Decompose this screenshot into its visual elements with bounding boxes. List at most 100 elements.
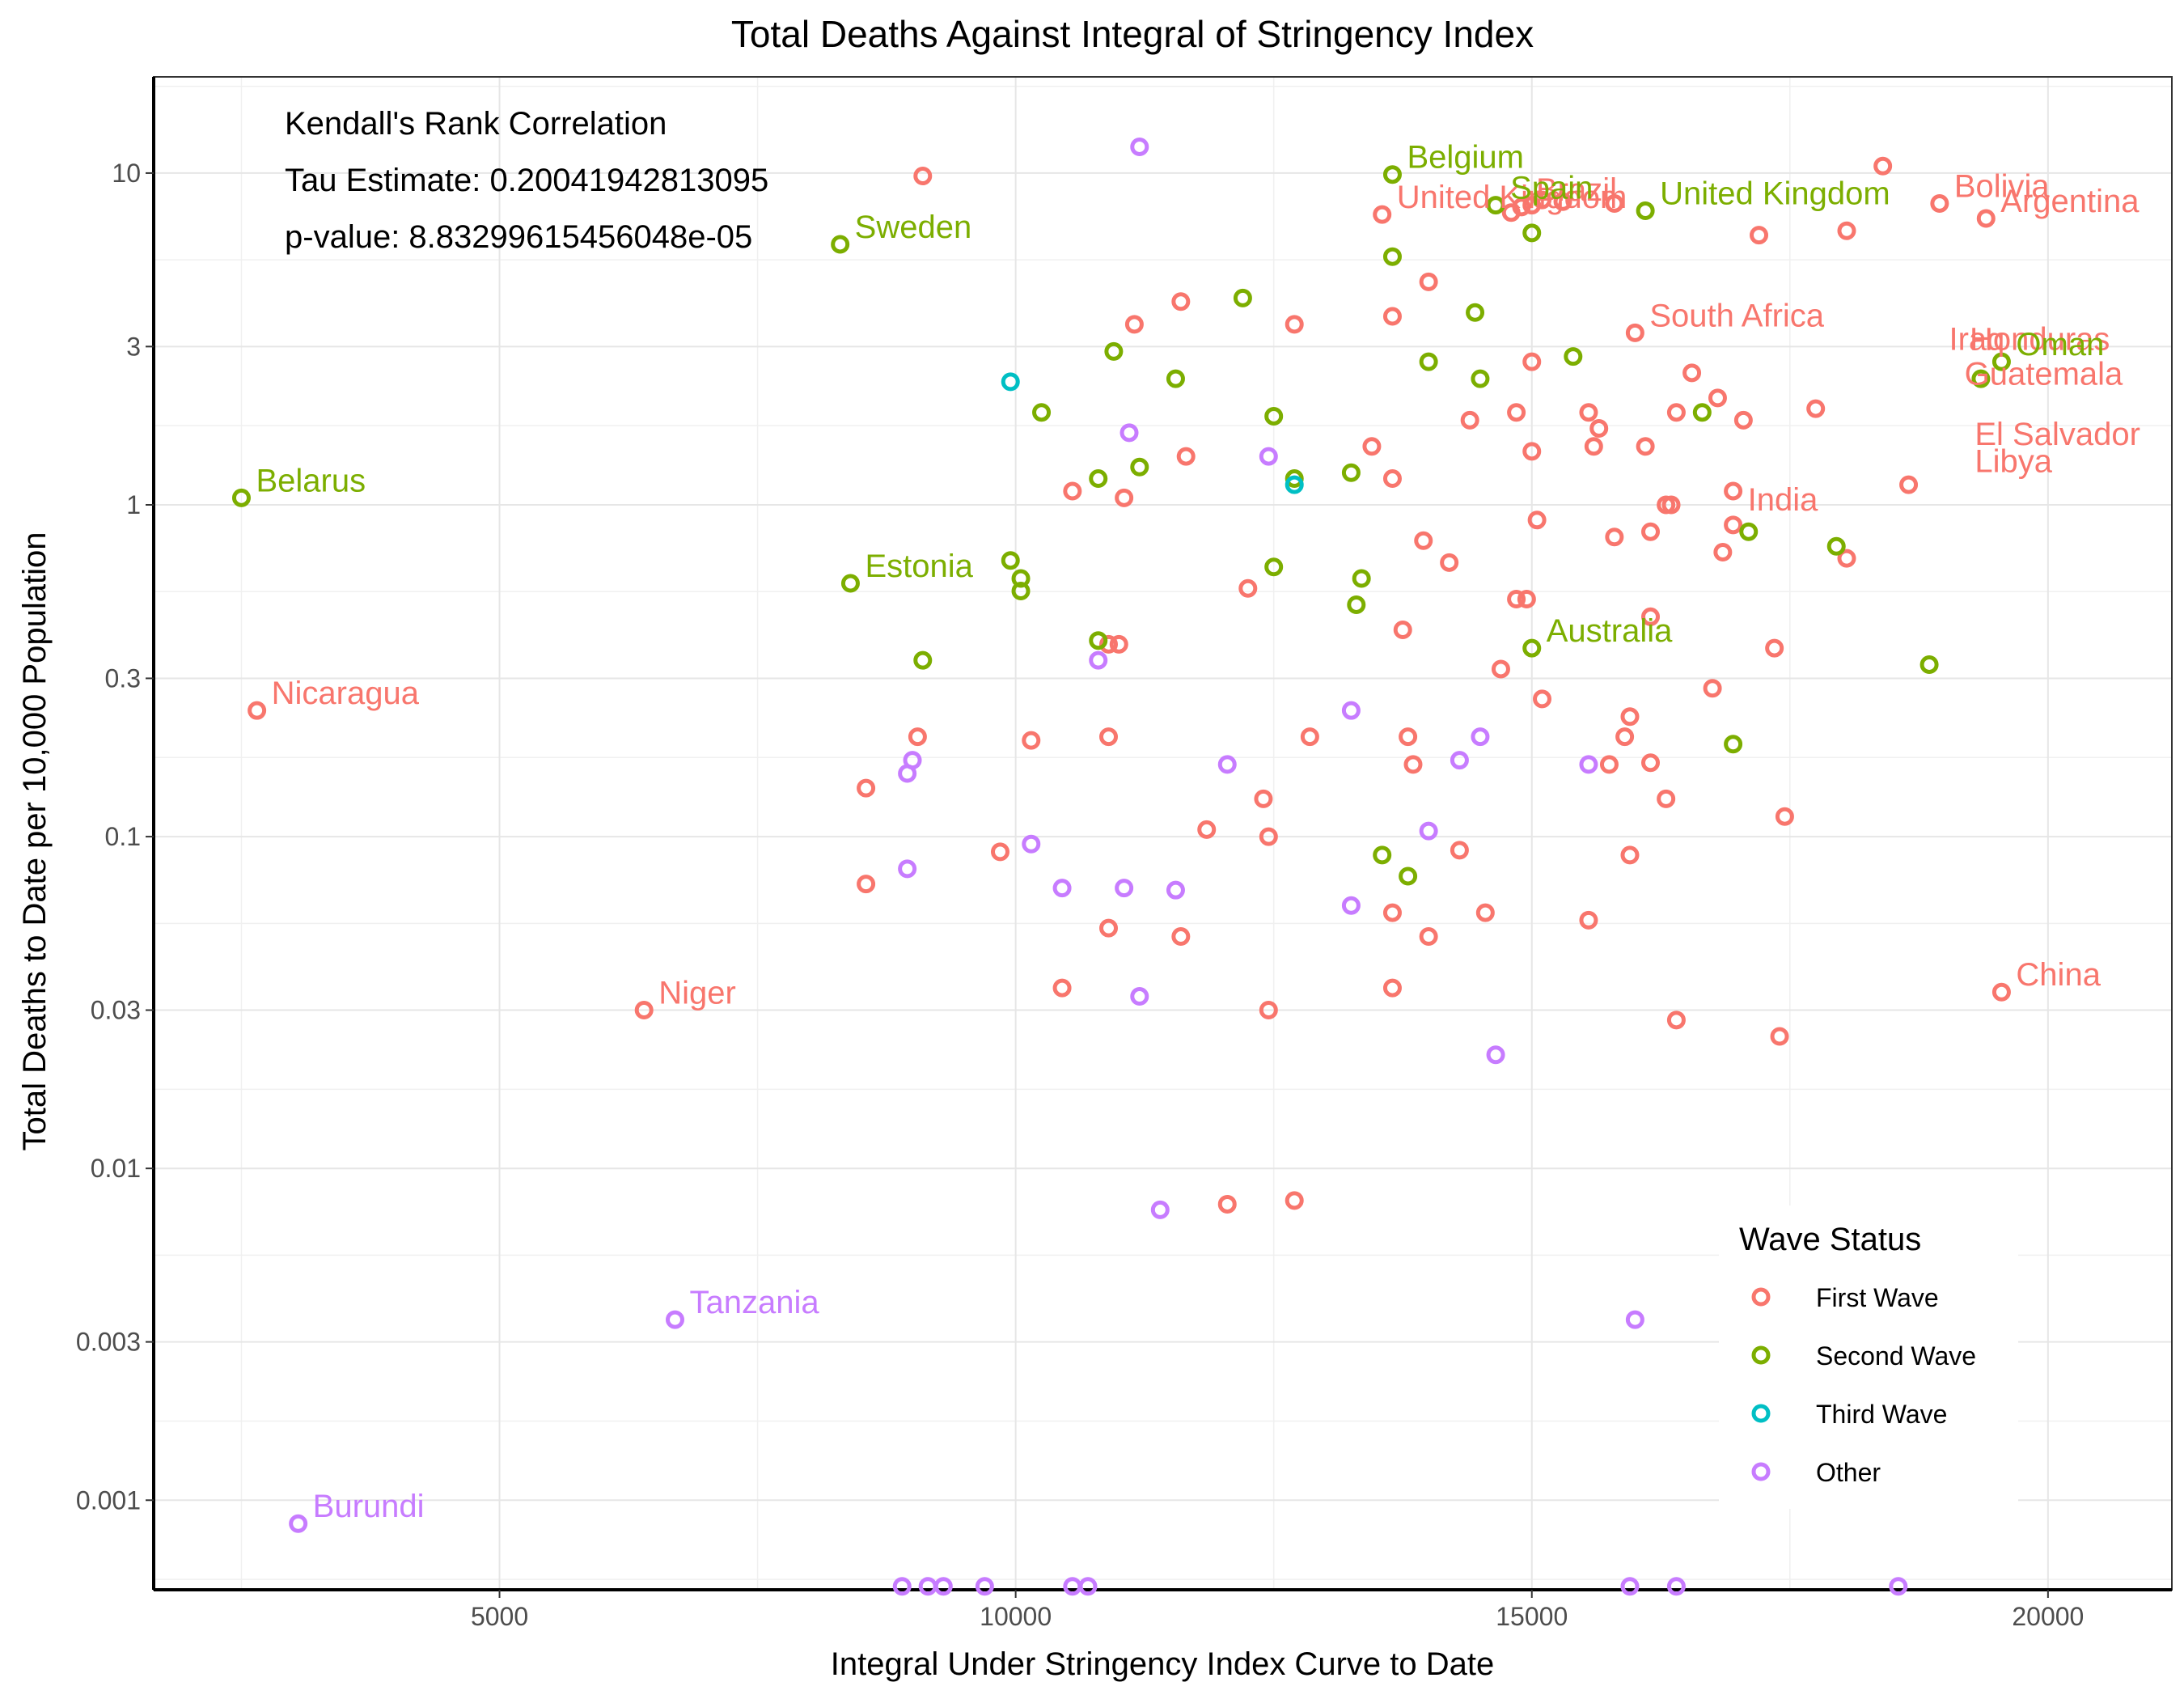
data-point-first-wave: [1666, 403, 1686, 422]
data-point-first-wave: [1579, 910, 1598, 930]
data-point-other: [1089, 650, 1108, 670]
data-point-other: [1120, 423, 1139, 443]
point-label: Australia: [1547, 613, 1673, 649]
point-label: India: [1748, 482, 1818, 518]
data-point-second-wave: [1724, 735, 1743, 754]
data-point-first-wave: [1507, 589, 1526, 608]
data-point-second-wave: [1352, 569, 1371, 588]
legend-label: Third Wave: [1816, 1400, 1947, 1429]
data-point-second-wave: [1089, 631, 1108, 650]
data-point-other: [1022, 834, 1041, 854]
data-point-first-wave: [1837, 549, 1856, 568]
point-label: Spain: [1510, 171, 1593, 206]
data-point-first-wave: [857, 875, 876, 894]
data-point-first-wave: [1171, 292, 1191, 311]
data-point-first-wave: [1382, 307, 1402, 326]
data-point-second-wave: [1991, 352, 2011, 371]
data-point-second-wave: [1419, 352, 1438, 371]
data-point-second-wave: [1739, 522, 1759, 541]
legend-key: [1751, 1287, 1771, 1307]
x-tick-label: 10000: [980, 1602, 1052, 1631]
data-point-third-wave: [1285, 475, 1304, 494]
data-point-second-wave: [1166, 369, 1185, 388]
data-point-first-wave: [1403, 755, 1423, 774]
point-label: Oman: [2016, 327, 2104, 362]
data-point-second-wave: [1486, 196, 1505, 215]
data-point-other: [898, 764, 917, 783]
data-point-other: [1130, 987, 1149, 1006]
data-point-first-wave: [1599, 755, 1619, 774]
data-point-first-wave: [1414, 531, 1433, 550]
correlation-annotation: Kendall's Rank Correlation: [285, 106, 667, 142]
data-point-second-wave: [1919, 655, 1939, 674]
data-point-third-wave: [1001, 372, 1020, 392]
legend-key: [1751, 1404, 1771, 1423]
data-point-first-wave: [1641, 607, 1661, 626]
legend-label: Second Wave: [1816, 1341, 1976, 1371]
data-point-second-wave: [1341, 463, 1361, 482]
point-label: China: [2016, 957, 2101, 993]
y-tick-label: 10: [112, 159, 141, 188]
data-point-second-wave: [1692, 403, 1712, 422]
data-point-first-wave: [1491, 659, 1510, 679]
data-point-first-wave: [1109, 634, 1128, 654]
data-point-other: [1471, 727, 1490, 747]
point-label: South Africa: [1649, 298, 1824, 333]
data-point-first-wave: [1217, 1194, 1237, 1214]
point-label: Argentina: [2000, 184, 2140, 219]
point-label: Libya: [1974, 444, 2052, 480]
legend-title: Wave Status: [1739, 1222, 1921, 1257]
data-point-first-wave: [1533, 190, 1552, 210]
point-label: Bolivia: [1954, 168, 2051, 204]
data-point-second-wave: [1522, 638, 1542, 658]
data-point-second-wave: [831, 235, 850, 254]
data-point-first-wave: [1197, 820, 1217, 839]
data-point-first-wave: [1806, 399, 1826, 418]
data-point-first-wave: [1682, 363, 1702, 383]
data-point-second-wave: [1636, 201, 1655, 220]
data-point-first-wave: [913, 167, 933, 186]
point-label: Iraq: [1949, 322, 2004, 358]
data-point-first-wave: [1703, 679, 1722, 698]
data-point-first-wave: [1620, 707, 1640, 727]
data-point-other: [1259, 447, 1278, 466]
y-tick-label: 1: [126, 490, 141, 519]
data-point-other: [898, 859, 917, 879]
data-point-first-wave: [1399, 727, 1418, 747]
data-point-first-wave: [1507, 403, 1526, 422]
point-label: United Kingdom: [1397, 180, 1627, 215]
data-point-first-wave: [1176, 447, 1196, 466]
data-point-first-wave: [1713, 543, 1733, 562]
data-point-first-wave: [1124, 315, 1144, 334]
data-point-other: [1579, 755, 1598, 774]
point-label: Belgium: [1407, 140, 1524, 176]
data-point-second-wave: [1264, 557, 1284, 577]
data-point-first-wave: [1171, 927, 1191, 947]
data-point-first-wave: [1641, 753, 1661, 773]
x-tick-label: 5000: [471, 1602, 528, 1631]
data-point-first-wave: [1382, 978, 1402, 998]
data-point-second-wave: [1382, 247, 1402, 266]
data-point-first-wave: [1930, 193, 1949, 213]
data-point-first-wave: [857, 778, 876, 798]
data-point-second-wave: [1564, 347, 1583, 366]
data-point-first-wave: [1724, 481, 1743, 501]
data-point-first-wave: [1475, 903, 1495, 922]
legend: Wave Status First Wave Second Wave Third Wa…: [1719, 1205, 2018, 1509]
legend-label: Other: [1816, 1458, 1881, 1487]
data-point-other: [1217, 755, 1237, 774]
data-point-second-wave: [1826, 536, 1846, 556]
point-label: United Kingdom: [1660, 176, 1890, 211]
data-point-first-wave: [1063, 481, 1082, 501]
data-point-first-wave: [634, 1001, 654, 1020]
data-point-first-wave: [1605, 193, 1624, 213]
data-point-first-wave: [1300, 727, 1319, 747]
point-label: Nicaragua: [272, 676, 420, 711]
data-point-first-wave: [1657, 495, 1676, 515]
data-point-first-wave: [1708, 388, 1727, 408]
plot-area: 5000 10000 15000 20000 0.001 0.003 0.01 0.03 0.1…: [76, 76, 2173, 1631]
data-point-first-wave: [1382, 469, 1402, 489]
data-point-first-wave: [1605, 527, 1624, 547]
data-point-first-wave: [1873, 156, 1893, 176]
